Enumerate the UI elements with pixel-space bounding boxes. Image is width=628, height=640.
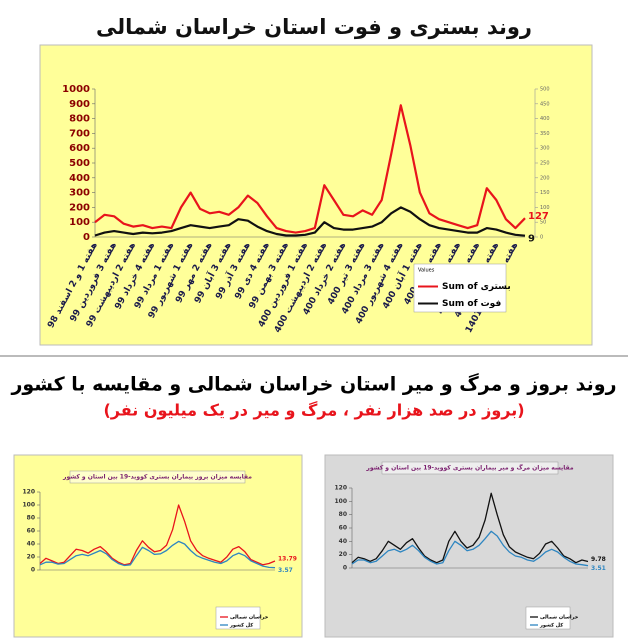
y2-tick-label: 250 xyxy=(540,161,550,167)
data-label: 9.78 xyxy=(591,556,606,563)
chart-title: مقایسه میزان بروز بیماران بستری کووید-19… xyxy=(62,474,252,481)
data-label: 127 xyxy=(528,211,549,222)
y-tick-label: 20 xyxy=(339,551,347,558)
y-tick-label: 20 xyxy=(27,554,35,561)
legend-title: Values xyxy=(418,268,435,274)
series-line xyxy=(39,504,276,566)
y-tick-label: 80 xyxy=(27,515,35,522)
legend-box xyxy=(215,606,261,630)
y-tick-label: 60 xyxy=(339,525,347,532)
data-label: 3.57 xyxy=(278,567,293,574)
y-tick-label: 0 xyxy=(31,567,35,574)
y2-tick-label: 0 xyxy=(540,235,543,241)
y2-tick-label: 100 xyxy=(540,205,550,211)
y-tick-label: 700 xyxy=(69,128,90,139)
y2-tick-label: 200 xyxy=(540,175,550,181)
y-tick-label: 80 xyxy=(339,511,347,518)
legend-label: Sum of بستری xyxy=(442,282,511,292)
y-tick-label: 200 xyxy=(69,202,90,213)
y-tick-label: 100 xyxy=(69,217,90,228)
chart-title: روند بستری و فوت استان خراسان شمالی xyxy=(96,15,532,39)
y-tick-label: 100 xyxy=(334,498,347,505)
data-label: 13.79 xyxy=(278,556,297,563)
chart-title-box xyxy=(69,470,246,484)
y-tick-label: 0 xyxy=(343,565,347,572)
y-tick-label: 1000 xyxy=(62,84,90,95)
data-label: 3.51 xyxy=(591,565,606,572)
y-tick-label: 400 xyxy=(69,173,90,184)
y2-tick-label: 300 xyxy=(540,146,550,152)
legend-box xyxy=(525,606,571,630)
y-tick-label: 0 xyxy=(83,232,90,243)
chart-title-box xyxy=(381,461,559,475)
y-tick-label: 300 xyxy=(69,188,90,199)
section-title: روند بروز و مرگ و میر استان خراسان شمالی… xyxy=(10,373,616,396)
y-tick-label: 500 xyxy=(69,158,90,169)
y-tick-label: 120 xyxy=(334,485,347,492)
legend-label: کل کشور xyxy=(539,623,563,629)
section-subtitle: (بروز در صد هزار نفر ، مرگ و میر در یک م… xyxy=(103,401,524,420)
y-tick-label: 100 xyxy=(22,502,35,509)
y-tick-label: 600 xyxy=(69,143,90,154)
y2-tick-label: 350 xyxy=(540,131,550,137)
chart-title: مقایسه میزان مرگ و میر بیماران بستری کوو… xyxy=(365,464,573,472)
legend-label: خراسان شمالی xyxy=(230,615,269,621)
y2-tick-label: 450 xyxy=(540,101,550,107)
legend-label: Sum of فوت xyxy=(442,299,501,309)
y-tick-label: 60 xyxy=(27,528,35,535)
chart-panel xyxy=(13,454,303,638)
series-line xyxy=(39,540,276,569)
series-line xyxy=(351,530,589,567)
data-label: 9 xyxy=(528,234,535,245)
y-tick-label: 120 xyxy=(22,489,35,496)
y-tick-label: 40 xyxy=(339,538,347,545)
y-tick-label: 900 xyxy=(69,99,90,110)
legend-label: خراسان شمالی xyxy=(540,615,579,621)
y-tick-label: 40 xyxy=(27,541,35,548)
series-line xyxy=(351,492,589,564)
y2-tick-label: 400 xyxy=(540,116,550,122)
legend-label: کل کشور xyxy=(229,623,253,629)
y2-tick-label: 500 xyxy=(540,87,550,93)
y2-tick-label: 50 xyxy=(540,220,546,226)
chart-panel xyxy=(324,454,614,638)
series-line xyxy=(94,104,526,234)
y-tick-label: 800 xyxy=(69,114,90,125)
series-line xyxy=(94,206,526,237)
y2-tick-label: 150 xyxy=(540,190,550,196)
